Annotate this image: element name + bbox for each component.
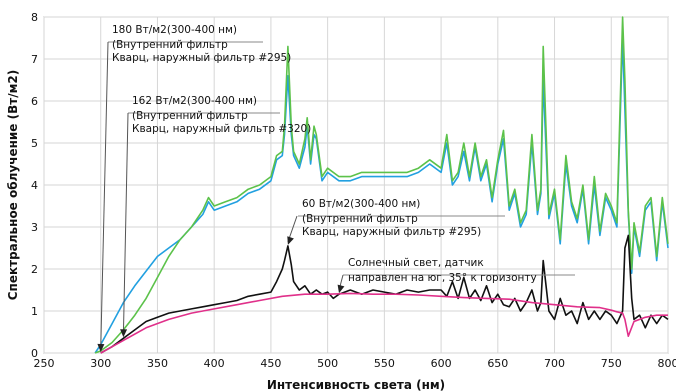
x-tick-label: 750 — [601, 357, 622, 370]
x-tick-labels: 250 300 350 400 450 500 550 600 650 700 750 800 — [34, 357, 676, 370]
annotation-text-line: 180 Вт/м2(300-400 нм) — [112, 24, 237, 36]
x-tick-label: 300 — [90, 357, 111, 370]
annotation-text-line: Кварц, наружный фильтр #295) — [112, 52, 291, 64]
annotation-text-line: 60 Вт/м2(300-400 нм) — [302, 198, 420, 210]
annotation-arrowhead — [287, 236, 294, 245]
annotation-arrowhead — [120, 329, 128, 338]
annotations-group: 180 Вт/м2(300-400 нм)(Внутренний фильтрК… — [97, 24, 575, 352]
y-axis-title: Спектральное облучение (Вт/м2) — [6, 70, 20, 301]
annotation-arrowhead — [97, 343, 105, 352]
y-tick-label: 4 — [31, 179, 38, 192]
y-tick-labels: 0 1 2 3 4 5 6 7 8 — [31, 11, 38, 360]
annotation-3: 60 Вт/м2(300-400 нм) (Внутренний фильтрКв… — [287, 198, 505, 245]
y-tick-label: 6 — [31, 95, 38, 108]
annotation-2: 162 Вт/м2(300-400 нм) (Внутренний фильтрК… — [120, 95, 311, 338]
y-tick-label: 3 — [31, 221, 38, 234]
y-tick-label: 7 — [31, 53, 38, 66]
x-tick-label: 350 — [147, 357, 168, 370]
annotation-text-line: (Внутренний фильтр — [112, 39, 228, 51]
y-tick-label: 1 — [31, 305, 38, 318]
y-tick-label: 5 — [31, 137, 38, 150]
grid — [43, 16, 669, 354]
x-tick-label: 650 — [487, 357, 508, 370]
annotation-text-line: Кварц, наружный фильтр #320) — [132, 123, 311, 135]
x-tick-label: 500 — [317, 357, 338, 370]
series-line-2 — [94, 16, 669, 354]
series-group — [94, 16, 669, 354]
annotation-pointer — [100, 41, 109, 350]
x-tick-label: 400 — [204, 357, 225, 370]
x-axis-title: Интенсивность света (нм) — [267, 378, 445, 392]
x-tick-label: 800 — [658, 357, 676, 370]
y-tick-label: 8 — [31, 11, 38, 24]
series-line-1 — [94, 37, 669, 354]
x-tick-label: 450 — [260, 357, 281, 370]
x-tick-label: 700 — [544, 357, 565, 370]
annotation-pointer — [122, 112, 129, 335]
series-line-4 — [100, 292, 668, 354]
y-tick-label: 0 — [31, 347, 38, 360]
x-tick-label: 250 — [34, 357, 55, 370]
annotation-4: Солнечный свет, датчик направлен на юг, 3… — [337, 257, 575, 294]
annotation-text-line: направлен на юг, 35° к горизонту — [348, 272, 537, 284]
x-tick-label: 600 — [431, 357, 452, 370]
annotation-text-line: Кварц, наружный фильтр #295) — [302, 226, 481, 238]
y-tick-label: 2 — [31, 263, 38, 276]
annotation-arrowhead — [337, 284, 345, 294]
series-line-3 — [100, 234, 669, 354]
annotation-text-line: (Внутренний фильтр — [132, 110, 248, 122]
x-tick-label: 550 — [374, 357, 395, 370]
annotation-text-line: Солнечный свет, датчик — [348, 257, 484, 269]
annotation-text-line: (Внутренний фильтр — [302, 213, 418, 225]
annotation-text-line: 162 Вт/м2(300-400 нм) — [132, 95, 257, 107]
annotation-1: 180 Вт/м2(300-400 нм)(Внутренний фильтрК… — [97, 24, 291, 352]
